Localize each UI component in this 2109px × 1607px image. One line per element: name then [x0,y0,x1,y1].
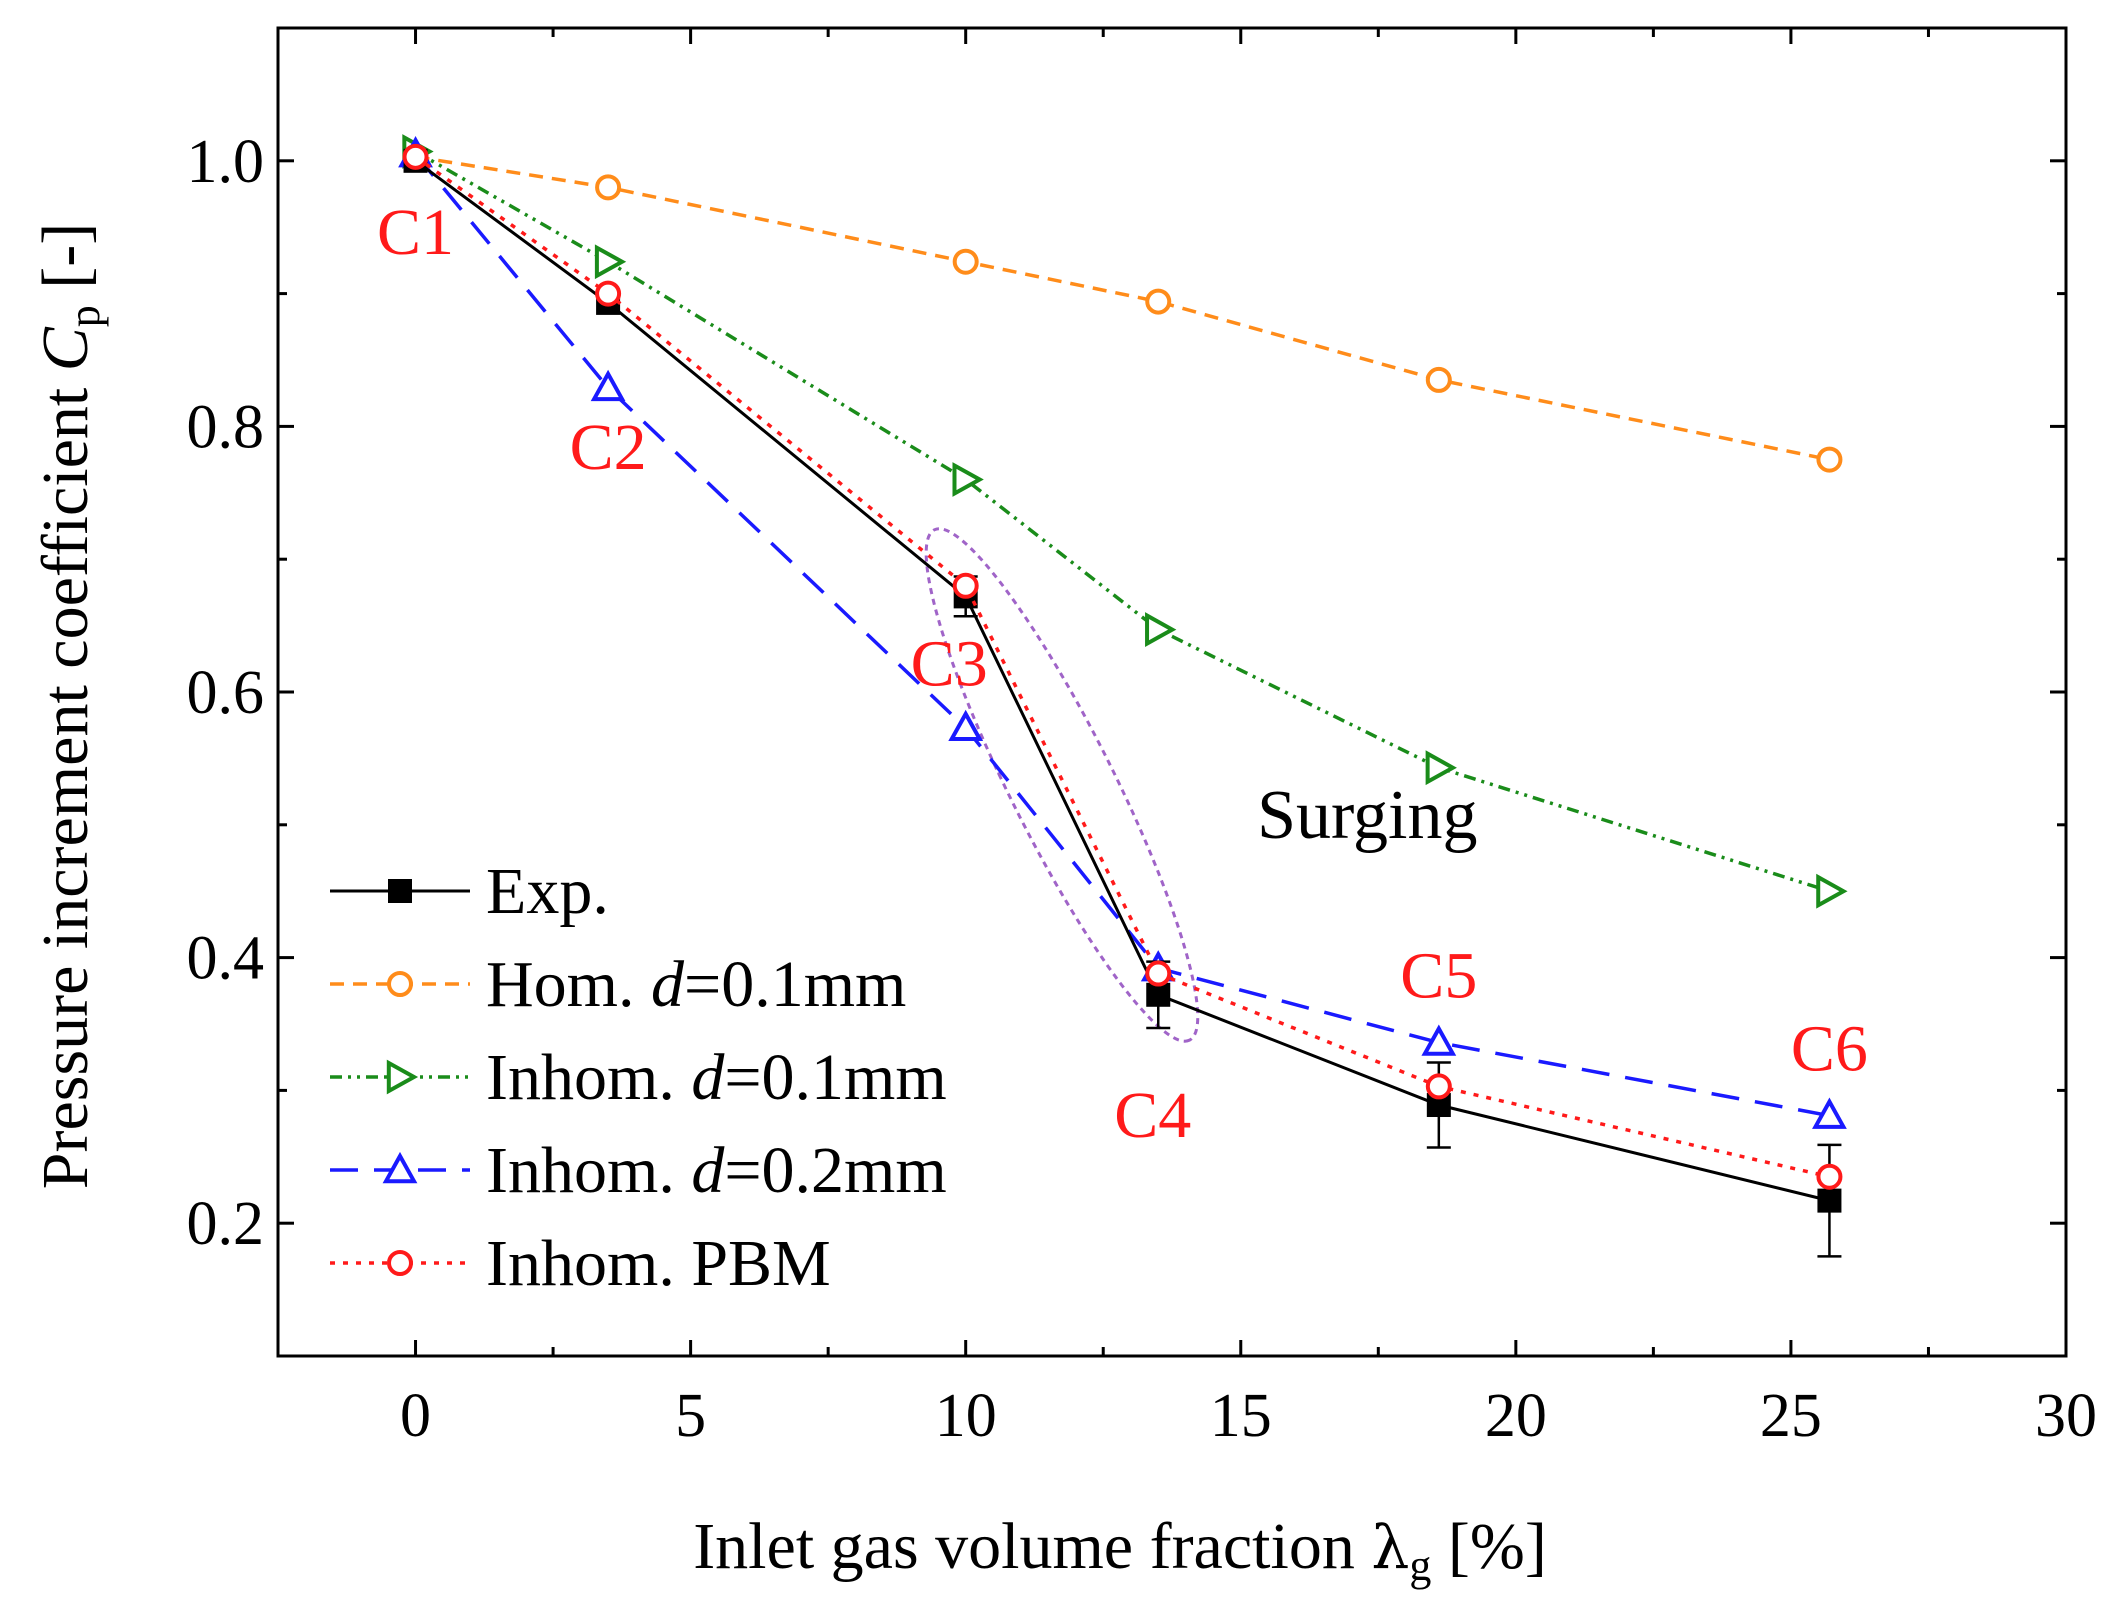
data-point [1816,446,1843,473]
x-tick-label: 25 [1760,1382,1822,1450]
series-layer [398,134,1848,1258]
data-point [1816,873,1848,909]
data-point [1145,288,1172,315]
legend-label-part: Hom. [486,948,651,1021]
x-tick-label: 30 [2035,1382,2097,1450]
legend-entry: Exp. [330,855,609,928]
data-point [948,709,984,742]
data-point [1425,750,1457,786]
series-hom-d-0-1mm [402,143,1843,473]
case-label-c6: C6 [1791,1012,1868,1085]
data-point [952,572,979,599]
series-inhom-pbm [402,143,1843,1190]
x-tick-label: 20 [1485,1382,1547,1450]
data-point [595,280,622,307]
data-point [1421,1024,1457,1056]
data-point [1816,1163,1843,1190]
legend-label: Inhom. PBM [486,1227,831,1300]
legend-label: Hom. d=0.1mm [486,948,906,1021]
legend-entry: Inhom. PBM [330,1227,831,1300]
legend-marker [387,1250,413,1276]
data-point [1817,1188,1842,1213]
y-tick-label: 1.0 [187,128,265,196]
legend-label: Exp. [486,855,609,928]
y-tick-label: 0.2 [187,1190,265,1258]
legend-entry: Inhom. d=0.2mm [330,1134,947,1207]
legend-label-part: Inhom. PBM [486,1227,831,1300]
legend-marker [382,1151,418,1184]
legend-label-part: d [651,948,685,1021]
data-point [1145,612,1177,647]
legend-label-part: =0.1mm [684,948,906,1021]
legend-label-part: d [691,1134,725,1207]
surging-annotation: Surging [1257,777,1477,854]
y-tick-label: 0.4 [187,925,265,993]
data-point [952,462,984,497]
case-label-c3: C3 [911,627,988,700]
series-line [415,155,1830,462]
data-point [952,248,979,275]
legend-label-part: Exp. [486,855,609,928]
data-point [595,174,622,201]
plot-frame: 0 5 10 15 20 25 30 0.2 0.4 0.6 0.8 1.0 [187,26,2097,1450]
data-point [1425,366,1452,393]
series-line [414,153,1830,1118]
case-label-c1: C1 [377,196,454,269]
label-layer: C1 C2 C3 C4 C5 C6 Surging [377,196,1868,1152]
case-label-c4: C4 [1114,1079,1191,1152]
legend-entry: Hom. d=0.1mm [330,948,906,1021]
data-point [402,143,429,170]
data-point [590,369,626,402]
legend-label-part: =0.2mm [724,1134,946,1207]
y-tick-label: 0.6 [187,659,265,727]
x-tick-label: 10 [935,1382,997,1450]
surging-ellipse [924,527,1200,1043]
data-point [1812,1097,1847,1129]
data-point [1145,960,1172,987]
legend-label: Inhom. d=0.1mm [486,1041,947,1114]
legend-marker [386,1059,419,1095]
x-tick-label: 15 [1210,1382,1272,1450]
series-line [414,149,1830,893]
y-axis-title: Pressure increment coefficient Cp [-] [29,223,109,1189]
case-label-c5: C5 [1400,939,1477,1012]
legend-marker [388,879,412,903]
legend-marker [387,971,413,997]
data-point [1425,1073,1452,1100]
y-tick-label: 0.8 [187,393,265,461]
legend-label: Inhom. d=0.2mm [486,1134,947,1207]
series-line [414,159,1830,1203]
data-point [1146,982,1171,1007]
case-label-c2: C2 [570,411,647,484]
legend-label-part: Inhom. [486,1134,691,1207]
legend-label-part: =0.1mm [724,1041,946,1114]
legend-label-part: d [691,1041,725,1114]
x-tick-label: 0 [400,1382,431,1450]
x-tick-label: 5 [675,1382,706,1450]
data-point [594,244,627,280]
x-axis-title: Inlet gas volume fraction λg [%] [693,1510,1547,1590]
legend-label-part: Inhom. [486,1041,691,1114]
series-line [414,155,1830,1179]
legend-entry: Inhom. d=0.1mm [330,1041,947,1114]
